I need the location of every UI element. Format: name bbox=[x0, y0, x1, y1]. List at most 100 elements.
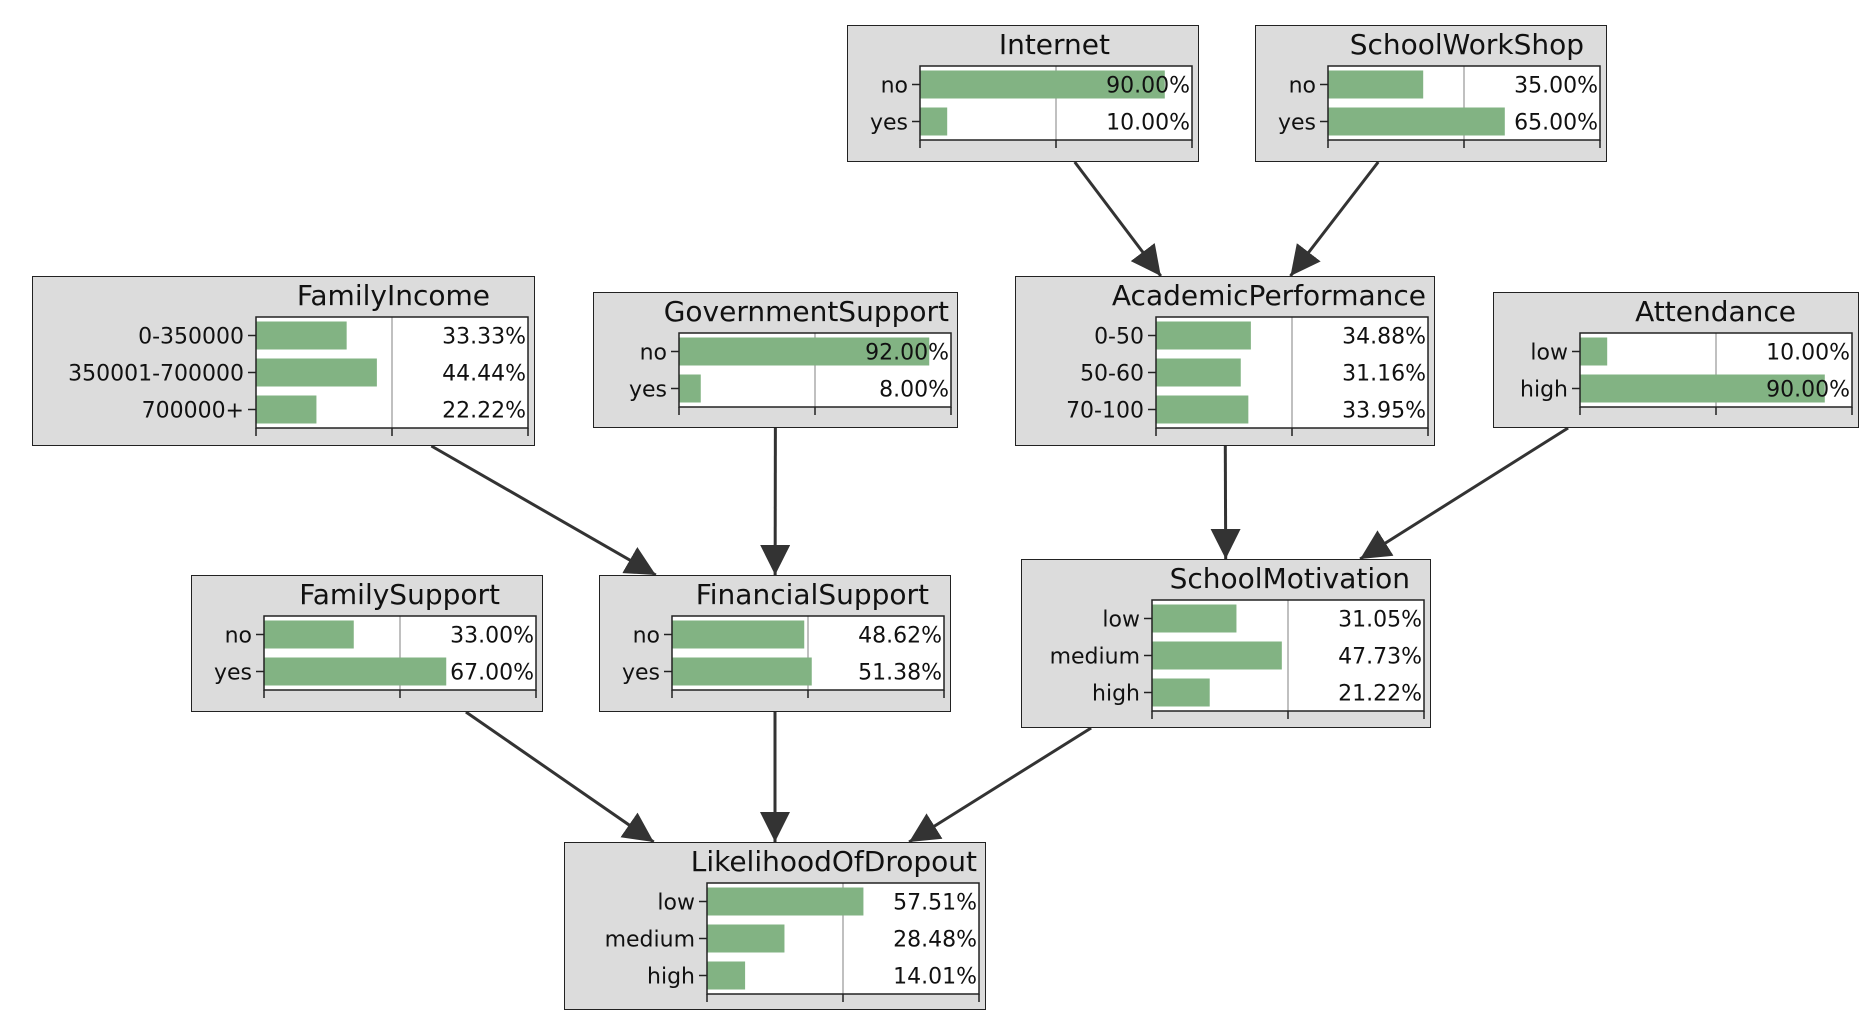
edge-arrow bbox=[465, 710, 655, 844]
probability-value: 34.88% bbox=[1342, 325, 1426, 350]
probability-value: 65.00% bbox=[1514, 111, 1598, 136]
node-title: Internet bbox=[998, 28, 1110, 61]
probability-value: 33.00% bbox=[450, 624, 534, 649]
state-label: high bbox=[1520, 378, 1568, 403]
node-title: LikelihoodOfDropout bbox=[690, 845, 977, 878]
probability-value: 31.16% bbox=[1342, 362, 1426, 387]
state-label: medium bbox=[1050, 645, 1140, 670]
probability-bar bbox=[264, 620, 354, 649]
node-internet: Internet no 90.00% yes 10.00% bbox=[847, 25, 1199, 162]
probability-value: 90.00% bbox=[1766, 378, 1850, 403]
probability-value: 14.01% bbox=[893, 965, 977, 990]
probability-chart: low 31.05% medium 47.73% high 21.22% bbox=[1050, 599, 1425, 719]
edge-arrow bbox=[430, 444, 657, 577]
probability-chart: no 92.00% yes 8.00% bbox=[629, 332, 952, 415]
node-title: Attendance bbox=[1635, 295, 1796, 328]
node-schoolmotivation: SchoolMotivation low 31.05% medium 47.73% hi… bbox=[1021, 559, 1431, 728]
state-label: medium bbox=[605, 928, 695, 953]
state-label: low bbox=[657, 891, 695, 916]
probability-value: 10.00% bbox=[1766, 341, 1850, 366]
probability-bar bbox=[679, 374, 701, 403]
probability-bar bbox=[1156, 358, 1241, 387]
probability-bar bbox=[256, 358, 377, 387]
state-label: 70-100 bbox=[1066, 399, 1144, 424]
probability-bar bbox=[707, 961, 746, 990]
probability-chart: low 57.51% medium 28.48% high 14.01% bbox=[605, 882, 980, 1002]
probability-value: 47.73% bbox=[1338, 645, 1422, 670]
probability-bar bbox=[707, 924, 785, 953]
probability-value: 22.22% bbox=[442, 399, 526, 424]
probability-chart: no 33.00% yes 67.00% bbox=[214, 615, 537, 698]
node-title: FamilySupport bbox=[299, 578, 500, 611]
state-label: yes bbox=[214, 661, 252, 686]
probability-bar bbox=[1580, 374, 1825, 403]
probability-value: 10.00% bbox=[1106, 111, 1190, 136]
node-academicperformance: AcademicPerformance 0-50 34.88% 50-60 31.16… bbox=[1015, 276, 1435, 446]
node-likelihoodofdropout: LikelihoodOfDropout low 57.51% medium 28.48… bbox=[564, 842, 986, 1010]
node-familysupport: FamilySupport no 33.00% yes 67.00% bbox=[191, 575, 543, 712]
state-label: no bbox=[1289, 74, 1316, 99]
probability-value: 28.48% bbox=[893, 928, 977, 953]
probability-value: 57.51% bbox=[893, 891, 977, 916]
state-label: 0-50 bbox=[1094, 325, 1144, 350]
probability-chart: no 90.00% yes 10.00% bbox=[870, 65, 1193, 148]
node-financialsupport: FinancialSupport no 48.62% yes 51.38% bbox=[599, 575, 951, 712]
state-label: no bbox=[225, 624, 252, 649]
state-label: no bbox=[640, 341, 667, 366]
probability-value: 44.44% bbox=[442, 362, 526, 387]
probability-value: 33.33% bbox=[442, 325, 526, 350]
probability-value: 67.00% bbox=[450, 661, 534, 686]
probability-chart: no 48.62% yes 51.38% bbox=[622, 615, 945, 698]
state-label: high bbox=[647, 965, 695, 990]
probability-chart: 0-50 34.88% 50-60 31.16% 70-100 33.95% bbox=[1066, 316, 1429, 436]
node-familyincome: FamilyIncome 0-350000 33.33% 350001-700000… bbox=[32, 276, 535, 446]
node-title: FamilyIncome bbox=[296, 279, 490, 312]
state-label: 0-350000 bbox=[138, 325, 244, 350]
probability-bar bbox=[1152, 641, 1282, 670]
probability-bar bbox=[707, 887, 864, 916]
state-label: low bbox=[1530, 341, 1568, 366]
node-title: SchoolWorkShop bbox=[1349, 28, 1584, 61]
state-label: high bbox=[1092, 682, 1140, 707]
node-governmentsupport: GovernmentSupport no 92.00% yes 8.00% bbox=[593, 292, 958, 428]
state-label: no bbox=[881, 74, 908, 99]
state-label: 350001-700000 bbox=[68, 362, 244, 387]
probability-chart: low 10.00% high 90.00% bbox=[1520, 332, 1853, 415]
state-label: yes bbox=[1278, 111, 1316, 136]
probability-bar bbox=[920, 107, 948, 136]
probability-value: 51.38% bbox=[858, 661, 942, 686]
probability-value: 8.00% bbox=[879, 378, 949, 403]
node-attendance: Attendance low 10.00% high 90.00% bbox=[1493, 292, 1859, 428]
probability-bar bbox=[920, 70, 1165, 99]
state-label: yes bbox=[622, 661, 660, 686]
probability-bar bbox=[264, 657, 447, 686]
state-label: yes bbox=[870, 111, 908, 136]
state-label: no bbox=[633, 624, 660, 649]
probability-bar bbox=[1156, 321, 1251, 350]
probability-value: 48.62% bbox=[858, 624, 942, 649]
probability-bar bbox=[679, 337, 930, 366]
node-schoolworkshop: SchoolWorkShop no 35.00% yes 65.00% bbox=[1255, 25, 1607, 162]
node-title: FinancialSupport bbox=[695, 578, 929, 611]
probability-value: 21.22% bbox=[1338, 682, 1422, 707]
probability-bar bbox=[672, 657, 812, 686]
node-title: AcademicPerformance bbox=[1111, 279, 1426, 312]
probability-value: 92.00% bbox=[865, 341, 949, 366]
state-label: 50-60 bbox=[1080, 362, 1144, 387]
probability-bar bbox=[1156, 395, 1249, 424]
edge-arrow bbox=[1359, 426, 1569, 561]
probability-value: 33.95% bbox=[1342, 399, 1426, 424]
node-title: SchoolMotivation bbox=[1169, 562, 1410, 595]
probability-bar bbox=[256, 395, 317, 424]
probability-bar bbox=[672, 620, 805, 649]
probability-chart: 0-350000 33.33% 350001-700000 44.44% 700000+… bbox=[68, 316, 529, 436]
probability-bar bbox=[1328, 107, 1505, 136]
probability-bar bbox=[1328, 70, 1424, 99]
state-label: yes bbox=[629, 378, 667, 403]
edge-arrow bbox=[908, 726, 1092, 844]
probability-value: 35.00% bbox=[1514, 74, 1598, 99]
probability-value: 31.05% bbox=[1338, 608, 1422, 633]
node-title: GovernmentSupport bbox=[663, 295, 949, 328]
